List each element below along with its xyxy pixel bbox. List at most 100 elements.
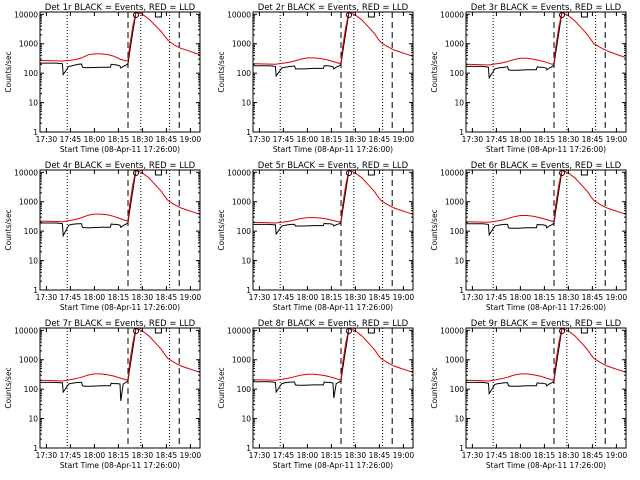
x-tick-label: 17:45 <box>273 451 295 460</box>
y-tick-label: 10 <box>241 99 251 108</box>
y-tick-label: 10 <box>454 257 464 266</box>
square-marker <box>367 328 375 334</box>
x-tick-label: 19:00 <box>180 135 202 144</box>
x-tick-label: 18:45 <box>369 293 391 302</box>
x-tick-label: 19:00 <box>180 451 202 460</box>
plot-frame <box>39 169 201 291</box>
x-tick-label: 19:00 <box>606 451 628 460</box>
chart-title: Det 6r BLACK = Events, RED = LLD <box>471 161 622 171</box>
square-marker <box>580 170 588 176</box>
y-tick-label: 10 <box>28 257 38 266</box>
x-tick-label: 19:00 <box>393 451 415 460</box>
series-events <box>253 328 350 399</box>
y-tick-label: 1000 <box>232 356 251 365</box>
x-tick-label: 17:30 <box>36 135 58 144</box>
x-tick-label: 18:45 <box>369 135 391 144</box>
x-tick-label: 17:30 <box>36 451 58 460</box>
y-tick-label: 10 <box>241 415 251 424</box>
x-tick-label: 17:30 <box>462 135 484 144</box>
square-marker <box>580 328 588 334</box>
y-tick-label: 1000 <box>232 40 251 49</box>
y-tick-label: 1 <box>33 444 38 453</box>
plot-frame <box>252 11 414 133</box>
square-marker <box>154 12 162 18</box>
x-axis-label: Start Time (08-Apr-11 17:26:00) <box>486 303 606 312</box>
x-tick-label: 17:45 <box>486 293 508 302</box>
x-axis-label: Start Time (08-Apr-11 17:26:00) <box>273 461 393 470</box>
chart-title: Det 4r BLACK = Events, RED = LLD <box>45 161 196 171</box>
series-lld <box>466 328 626 382</box>
y-tick-label: 10 <box>28 415 38 424</box>
series-events <box>466 170 563 237</box>
x-tick-label: 17:30 <box>249 451 271 460</box>
x-tick-label: 18:30 <box>345 135 367 144</box>
y-axis-label: Counts/sec <box>4 209 13 250</box>
series-events <box>40 170 137 238</box>
x-tick-label: 19:00 <box>606 135 628 144</box>
x-tick-label: 18:00 <box>510 135 532 144</box>
y-tick-label: 10000 <box>14 10 38 19</box>
x-tick-label: 18:45 <box>582 451 604 460</box>
x-tick-label: 18:00 <box>297 135 319 144</box>
x-tick-label: 18:15 <box>534 135 556 144</box>
y-tick-label: 1 <box>246 444 251 453</box>
chart-title: Det 3r BLACK = Events, RED = LLD <box>471 3 622 13</box>
x-tick-label: 18:45 <box>156 451 178 460</box>
square-marker <box>367 12 375 18</box>
x-tick-label: 18:00 <box>84 451 106 460</box>
x-tick-label: 18:45 <box>156 135 178 144</box>
x-tick-label: 18:15 <box>321 451 343 460</box>
plot-frame <box>39 11 201 133</box>
plot-frame <box>465 169 627 291</box>
detector-panel-2r: Det 2r BLACK = Events, RED = LLD 1 10 100 10… <box>217 3 414 154</box>
series-events <box>40 12 137 76</box>
square-marker <box>367 170 375 176</box>
x-tick-label: 18:30 <box>345 451 367 460</box>
x-tick-label: 18:45 <box>156 293 178 302</box>
square-marker <box>580 12 588 18</box>
y-tick-label: 1 <box>459 128 464 137</box>
x-tick-label: 18:30 <box>345 293 367 302</box>
y-tick-label: 10000 <box>227 326 251 335</box>
y-tick-label: 10000 <box>227 10 251 19</box>
x-tick-label: 18:00 <box>510 451 532 460</box>
plot-frame <box>465 327 627 449</box>
y-tick-label: 10000 <box>440 168 464 177</box>
x-tick-label: 18:30 <box>132 451 154 460</box>
plot-frame <box>252 169 414 291</box>
chart-title: Det 2r BLACK = Events, RED = LLD <box>258 3 409 13</box>
y-tick-label: 10 <box>454 99 464 108</box>
x-tick-label: 18:00 <box>510 293 532 302</box>
series-lld <box>40 12 200 62</box>
x-tick-label: 17:30 <box>462 293 484 302</box>
y-tick-label: 1000 <box>19 356 38 365</box>
x-tick-label: 18:15 <box>321 135 343 144</box>
x-tick-label: 18:30 <box>558 451 580 460</box>
series-events <box>253 12 350 78</box>
y-tick-label: 1000 <box>445 198 464 207</box>
y-tick-label: 1 <box>246 286 251 295</box>
y-axis-label: Counts/sec <box>430 367 439 408</box>
x-axis-label: Start Time (08-Apr-11 17:26:00) <box>60 145 180 154</box>
x-tick-label: 18:45 <box>582 293 604 302</box>
x-tick-label: 19:00 <box>606 293 628 302</box>
y-tick-label: 1 <box>33 286 38 295</box>
x-tick-label: 18:30 <box>558 293 580 302</box>
y-tick-label: 100 <box>450 385 465 394</box>
detector-panel-3r: Det 3r BLACK = Events, RED = LLD 1 10 100 10… <box>430 3 627 154</box>
x-tick-label: 17:45 <box>273 135 295 144</box>
y-tick-label: 100 <box>450 227 465 236</box>
square-marker <box>154 328 162 334</box>
x-tick-label: 17:45 <box>60 293 82 302</box>
x-tick-label: 17:30 <box>249 293 271 302</box>
y-axis-label: Counts/sec <box>217 209 226 250</box>
y-tick-label: 10 <box>454 415 464 424</box>
x-tick-label: 19:00 <box>393 293 415 302</box>
detector-panel-6r: Det 6r BLACK = Events, RED = LLD 1 10 100 10… <box>430 161 627 312</box>
x-tick-label: 18:00 <box>297 451 319 460</box>
detector-panel-8r: Det 8r BLACK = Events, RED = LLD 1 10 100 10… <box>217 319 414 470</box>
x-tick-label: 18:30 <box>132 293 154 302</box>
x-tick-label: 18:00 <box>297 293 319 302</box>
x-tick-label: 19:00 <box>180 293 202 302</box>
